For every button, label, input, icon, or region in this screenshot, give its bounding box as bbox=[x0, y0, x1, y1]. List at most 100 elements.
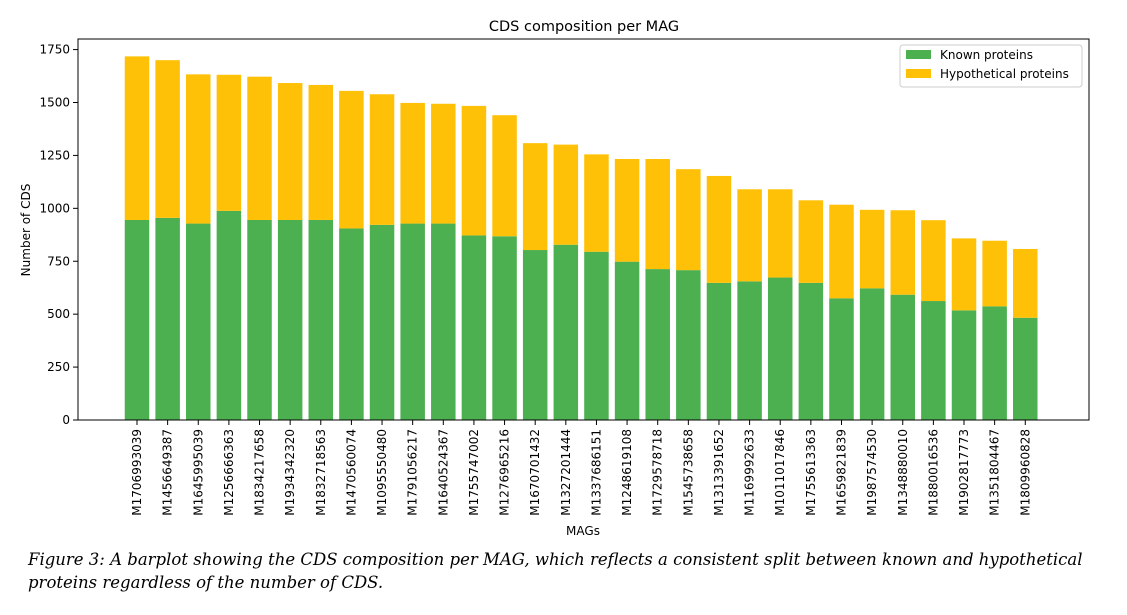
legend-swatch-known bbox=[906, 50, 931, 59]
bar-hypothetical-M1834217658 bbox=[247, 76, 272, 220]
bar-known-M1351804467 bbox=[982, 306, 1007, 420]
y-axis-title: Number of CDS bbox=[19, 184, 33, 277]
bar-hypothetical-M1755747002 bbox=[461, 105, 487, 236]
legend-label-hypothetical: Hypothetical proteins bbox=[940, 67, 1069, 81]
x-tick-label: M1832718563 bbox=[314, 429, 328, 516]
bar-known-M1348880010 bbox=[890, 294, 915, 420]
bar-known-M1755613363 bbox=[798, 282, 824, 420]
bar-hypothetical-M1348880010 bbox=[890, 210, 915, 295]
x-tick-label: M1470560074 bbox=[344, 429, 358, 516]
x-tick-label: M1640524367 bbox=[436, 429, 450, 516]
bar-hypothetical-M1880016536 bbox=[921, 220, 946, 302]
bar-hypothetical-M1902817773 bbox=[951, 238, 977, 311]
bar-hypothetical-M1809960828 bbox=[1013, 248, 1038, 318]
x-axis-title: MAGs bbox=[566, 524, 600, 538]
plot-frame bbox=[77, 38, 1090, 421]
bar-hypothetical-M1640524367 bbox=[431, 103, 456, 224]
bar-known-M1337686151 bbox=[584, 251, 609, 420]
bar-known-M1902817773 bbox=[951, 310, 977, 420]
x-tick-label: M1456649387 bbox=[161, 429, 175, 516]
bar-known-M1670701432 bbox=[522, 250, 548, 420]
y-axis: 0 250 500 750 1000 1250 1500 1750 bbox=[39, 43, 78, 427]
bar-hypothetical-M1670701432 bbox=[522, 143, 548, 251]
x-tick-label: M1880016536 bbox=[926, 429, 940, 516]
x-tick-label: M1902817773 bbox=[957, 429, 971, 516]
bar-known-M1729578718 bbox=[645, 269, 670, 420]
x-tick-label: M1248619108 bbox=[620, 429, 634, 516]
chart-title: CDS composition per MAG bbox=[489, 19, 679, 35]
y-tick-label: 1250 bbox=[39, 148, 70, 162]
bar-known-M1456649387 bbox=[155, 217, 180, 420]
bar-hypothetical-M1832718563 bbox=[308, 84, 334, 220]
x-tick-label: M1337686151 bbox=[589, 429, 603, 516]
legend: Known proteins Hypothetical proteins bbox=[899, 44, 1083, 88]
bar-known-M1248619108 bbox=[614, 261, 640, 420]
bar-hypothetical-M1934342320 bbox=[277, 83, 303, 220]
x-tick-label: M1755747002 bbox=[467, 429, 481, 516]
bar-known-M1256666363 bbox=[216, 210, 242, 420]
x-tick-label: M1011017846 bbox=[773, 429, 787, 516]
x-tick-label: M1670701432 bbox=[528, 429, 542, 516]
bar-hypothetical-M1545738658 bbox=[676, 169, 701, 271]
bar-hypothetical-M1456649387 bbox=[155, 60, 180, 218]
x-tick-label: M1729578718 bbox=[651, 429, 665, 516]
bar-hypothetical-M1256666363 bbox=[216, 74, 242, 211]
bar-known-M1832718563 bbox=[308, 219, 334, 420]
x-tick-label: M1095550480 bbox=[375, 429, 389, 516]
bar-known-M1834217658 bbox=[247, 219, 272, 420]
bar-known-M1640524367 bbox=[431, 223, 456, 420]
x-tick-label: M1327201444 bbox=[559, 429, 573, 516]
bar-known-M1934342320 bbox=[277, 219, 303, 420]
bar-hypothetical-M1470560074 bbox=[339, 90, 364, 229]
x-tick-label: M1934342320 bbox=[283, 429, 297, 516]
x-tick-label: M1169992633 bbox=[743, 429, 757, 516]
bar-hypothetical-M1645995039 bbox=[186, 74, 211, 224]
bar-known-M1470560074 bbox=[339, 228, 364, 420]
x-tick-label: M1545738658 bbox=[681, 429, 695, 516]
x-tick-label: M1313391652 bbox=[712, 429, 726, 516]
bar-hypothetical-M1011017846 bbox=[767, 189, 793, 278]
bar-hypothetical-M1248619108 bbox=[614, 159, 640, 262]
bar-known-M1659821839 bbox=[829, 298, 854, 420]
stacked-bar-chart: CDS composition per MAG 0 250 500 750 1000 12… bbox=[19, 19, 1090, 538]
bar-known-M1809960828 bbox=[1013, 317, 1038, 420]
bar-hypothetical-M1706993039 bbox=[124, 56, 150, 220]
bar-known-M1791056217 bbox=[400, 223, 425, 420]
bar-known-M1011017846 bbox=[767, 277, 793, 420]
x-tick-label: M1351804467 bbox=[988, 429, 1002, 516]
bar-known-M1645995039 bbox=[186, 223, 211, 420]
x-tick-label: M1645995039 bbox=[191, 429, 205, 516]
bar-known-M1987574530 bbox=[859, 288, 885, 420]
x-axis: M1706993039 M1456649387 M1645995039 M125666… bbox=[130, 420, 1032, 516]
x-tick-label: M1256666363 bbox=[222, 429, 236, 516]
x-tick-label: M1834217658 bbox=[253, 429, 267, 516]
bar-hypothetical-M1169992633 bbox=[737, 189, 762, 282]
bar-hypothetical-M1987574530 bbox=[859, 209, 885, 289]
y-tick-label: 1000 bbox=[39, 201, 70, 215]
bar-hypothetical-M1337686151 bbox=[584, 154, 609, 252]
bar-hypothetical-M1095550480 bbox=[369, 94, 395, 225]
x-tick-label: M1791056217 bbox=[406, 429, 420, 516]
y-tick-label: 750 bbox=[47, 254, 70, 268]
bar-hypothetical-M1313391652 bbox=[706, 175, 732, 283]
x-tick-label: M1706993039 bbox=[130, 429, 144, 516]
x-tick-label: M1659821839 bbox=[834, 429, 848, 516]
bar-known-M1313391652 bbox=[706, 282, 732, 420]
bar-hypothetical-M1351804467 bbox=[982, 240, 1007, 307]
y-tick-label: 0 bbox=[62, 413, 70, 427]
bar-known-M1327201444 bbox=[553, 244, 579, 420]
bar-hypothetical-M1791056217 bbox=[400, 102, 425, 224]
y-tick-label: 1500 bbox=[39, 96, 70, 110]
figure-caption: Figure 3: A barplot showing the CDS comp… bbox=[28, 550, 1083, 592]
y-tick-label: 500 bbox=[47, 307, 70, 321]
bars-group bbox=[124, 56, 1038, 420]
y-tick-label: 250 bbox=[47, 360, 70, 374]
bar-hypothetical-M1755613363 bbox=[798, 200, 824, 283]
x-tick-label: M1276965216 bbox=[498, 429, 512, 516]
x-tick-label: M1348880010 bbox=[896, 429, 910, 516]
bar-known-M1095550480 bbox=[369, 224, 395, 420]
x-tick-label: M1809960828 bbox=[1018, 429, 1032, 516]
legend-box bbox=[899, 44, 1083, 88]
bar-hypothetical-M1276965216 bbox=[492, 115, 517, 237]
bar-hypothetical-M1327201444 bbox=[553, 144, 579, 245]
